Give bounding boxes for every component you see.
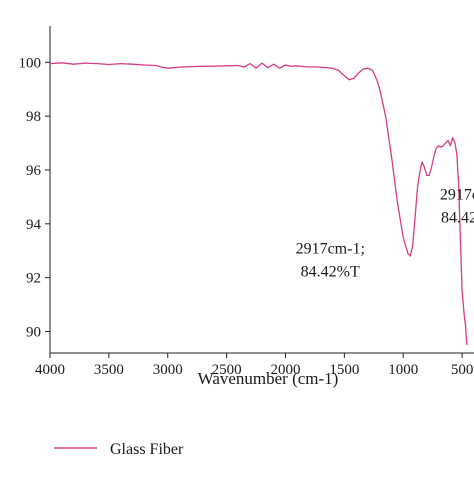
annotation-line: 2917cm-1; [296,240,365,257]
x-tick-label: 4000 [35,362,65,378]
annotation-line: 84.42%T [301,263,360,280]
y-tick-label: 94 [26,217,42,233]
series-line-glass-fiber [50,63,467,345]
legend-label-glass-fiber: Glass Fiber [110,441,184,458]
series-layer [50,63,467,345]
x-tick-label: 1000 [388,362,418,378]
annotations: 2917cm-1; 84.42%T 2917cm 84.42% [296,187,474,281]
y-tick-label: 96 [26,163,42,179]
y-tick-label: 100 [19,55,42,71]
y-tick-label: 90 [26,324,41,340]
legend: Glass Fiber [54,441,184,458]
annotation-line: 84.42% [441,210,474,227]
x-tick-label: 3000 [153,362,183,378]
y-tick-label: 98 [26,109,41,125]
x-tick-label: 3500 [94,362,124,378]
x-tick-label: 500 [451,362,474,378]
annotation-line: 2917cm [440,187,474,204]
peak-annotation: 2917cm-1; 84.42%T [296,240,365,280]
y-tick-label: 92 [26,271,41,287]
peak-annotation: 2917cm 84.42% [440,187,474,227]
x-axis-title: Wavenumber (cm-1) [198,369,339,388]
